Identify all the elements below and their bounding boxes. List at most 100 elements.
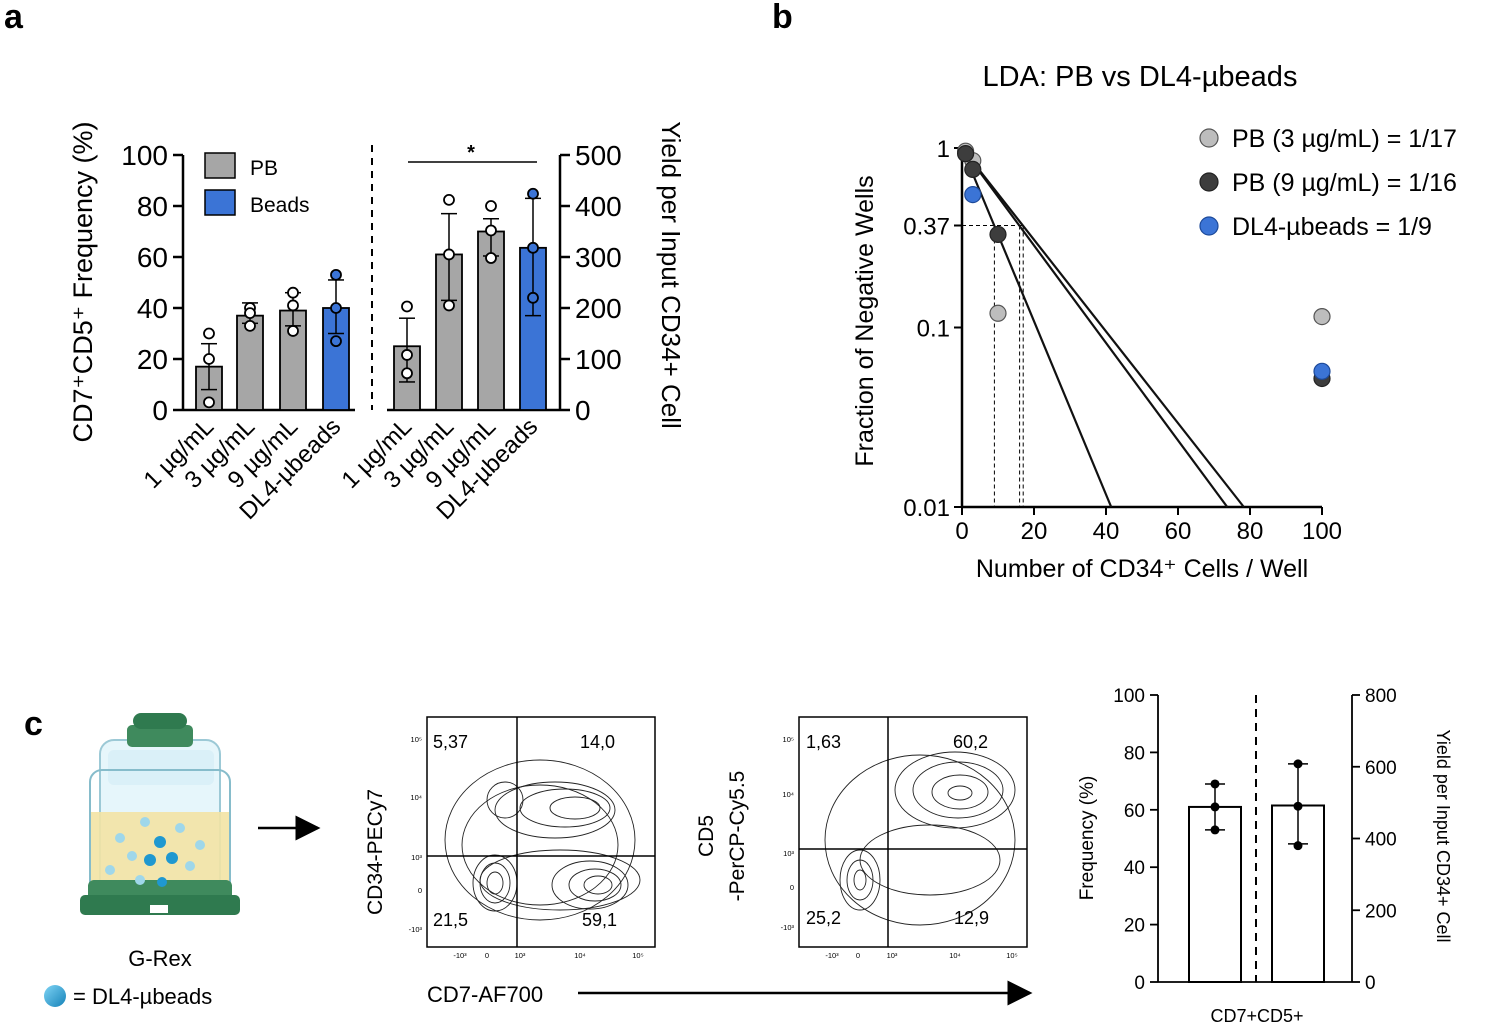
a-left-ytick-label: 40 bbox=[137, 293, 168, 324]
a-right-ytick-label: 500 bbox=[575, 140, 622, 171]
b-fit-line bbox=[961, 147, 1229, 508]
flow-plot-2: 1,63 60,2 25,2 12,9 10⁵ 10⁴ 10³ 0 -10³ -… bbox=[695, 716, 1028, 960]
a-left-y-label: CD7⁺CD5⁺ Frequency (%) bbox=[68, 121, 98, 442]
a-right-point bbox=[485, 200, 497, 212]
b-fit-line bbox=[960, 147, 1113, 508]
grex-bottle-icon bbox=[80, 713, 240, 915]
b-ytick-label: 0.1 bbox=[917, 316, 950, 343]
a-left-point bbox=[244, 307, 256, 320]
c-left-point bbox=[1210, 802, 1220, 812]
b-x-label: Number of CD34⁺ Cells / Well bbox=[976, 555, 1308, 583]
flow2-xtick-1e5: 10⁵ bbox=[1006, 951, 1017, 960]
a-right-ytick-label: 200 bbox=[575, 293, 622, 324]
flow1-q-lr: 59,1 bbox=[582, 910, 617, 930]
a-right-point bbox=[443, 299, 455, 312]
b-title: LDA: PB vs DL4-µbeads bbox=[983, 61, 1298, 93]
b-data-point bbox=[1313, 308, 1331, 326]
panel-c: c G-Rex = DL4-µbeads bbox=[24, 686, 1453, 1026]
b-xtick-label: 40 bbox=[1093, 518, 1120, 545]
a-right-point bbox=[485, 224, 497, 237]
b-ytick-label: 1 bbox=[937, 136, 950, 163]
b-xtick-label: 20 bbox=[1021, 518, 1048, 545]
b-legend-pb3-label: PB (3 µg/mL) = 1/17 bbox=[1232, 125, 1457, 153]
b-legend-pb9-label: PB (9 µg/mL) = 1/16 bbox=[1232, 169, 1457, 197]
c-left-ytick-label: 20 bbox=[1124, 916, 1145, 937]
b-data-point bbox=[989, 304, 1007, 322]
a-right-y-label: Yield per Input CD34+ Cell bbox=[656, 121, 686, 429]
flow2-xtick-1e3: 10³ bbox=[887, 951, 898, 960]
a-left-point bbox=[330, 268, 342, 281]
a-left-ytick-label: 20 bbox=[137, 344, 168, 375]
b-data-point bbox=[964, 160, 982, 178]
a-left-ticks: 0 20 40 60 80 100 bbox=[121, 140, 183, 426]
flow1-xtick-1e5: 10⁵ bbox=[632, 951, 643, 960]
a-left-point bbox=[203, 327, 215, 340]
flow2-ytick-1e5: 10⁵ bbox=[783, 735, 794, 744]
flow2-y-label-1: CD5 bbox=[695, 815, 718, 857]
b-legend-pb9-marker bbox=[1199, 172, 1219, 192]
flow1-q-ll: 21,5 bbox=[433, 910, 468, 930]
a-bars bbox=[195, 187, 547, 411]
flow2-q-ul: 1,63 bbox=[806, 732, 841, 752]
flow1-ytick-1e5: 10⁵ bbox=[411, 735, 422, 744]
flow2-q-lr: 12,9 bbox=[954, 908, 989, 928]
c-left-y-label: Frequency (%) bbox=[1077, 776, 1098, 901]
b-data-point bbox=[964, 186, 982, 204]
a-left-ytick-label: 0 bbox=[152, 395, 168, 426]
flow2-q-ll: 25,2 bbox=[806, 908, 841, 928]
flow1-xtick-0: 0 bbox=[485, 951, 489, 960]
a-right-point bbox=[527, 187, 539, 200]
c-left-ytick-label: 60 bbox=[1124, 801, 1145, 822]
b-ytick-label: 0.01 bbox=[903, 495, 950, 522]
c-right-point bbox=[1293, 801, 1303, 811]
a-left-ytick-label: 60 bbox=[137, 242, 168, 273]
flow1-ytick-1e3: 10³ bbox=[411, 853, 422, 862]
a-left-point bbox=[203, 396, 215, 409]
c-right-ytick-label: 400 bbox=[1365, 830, 1397, 851]
c-right-point bbox=[1293, 841, 1303, 851]
a-left-point bbox=[330, 335, 342, 348]
a-right-point bbox=[401, 349, 413, 361]
a-right-point bbox=[401, 367, 413, 380]
b-ref-tick-label: 0.37 bbox=[903, 214, 950, 241]
flow2-ytick-1e4: 10⁴ bbox=[782, 790, 794, 799]
a-right-ytick-label: 100 bbox=[575, 344, 622, 375]
flow2-ytick-0: 0 bbox=[790, 883, 794, 892]
a-right-point bbox=[401, 300, 413, 313]
c-right-ytick-label: 600 bbox=[1365, 758, 1397, 779]
c-right-ytick-label: 0 bbox=[1365, 973, 1376, 994]
c-left-point bbox=[1210, 825, 1220, 835]
a-right-ytick-label: 400 bbox=[575, 191, 622, 222]
c-right-y-label: Yield per Input CD34+ Cell bbox=[1433, 730, 1453, 943]
panel-b-label: b bbox=[772, 0, 793, 36]
b-ticks: 0 20 40 60 80 100 0.01 0.1 1 0.37 bbox=[903, 136, 1342, 545]
flow2-x-ticks: -10³ 0 10³ 10⁴ 10⁵ bbox=[825, 951, 1017, 960]
b-xtick-label: 100 bbox=[1302, 518, 1342, 545]
c-bars bbox=[1188, 759, 1325, 983]
a-left-point bbox=[203, 353, 215, 365]
c-left-ytick-label: 100 bbox=[1113, 686, 1145, 707]
flow1-ytick-0: 0 bbox=[418, 886, 422, 895]
a-left-point bbox=[330, 302, 342, 314]
a-left-ytick-label: 100 bbox=[121, 140, 168, 171]
flow1-ytick-m1e3: -10³ bbox=[409, 925, 423, 934]
a-right-point bbox=[443, 248, 455, 261]
a-left-point bbox=[287, 286, 299, 299]
a-right-point bbox=[527, 241, 539, 254]
legend-beads-label: Beads bbox=[250, 194, 310, 217]
panel-c-label: c bbox=[24, 705, 43, 743]
bead-legend-label: = DL4-µbeads bbox=[73, 984, 212, 1009]
a-right-ytick-label: 300 bbox=[575, 242, 622, 273]
flow2-ytick-1e3: 10³ bbox=[783, 849, 794, 858]
flow1-y-ticks: 10⁵ 10⁴ 10³ 0 -10³ bbox=[409, 735, 423, 934]
flow2-y-ticks: 10⁵ 10⁴ 10³ 0 -10³ bbox=[781, 735, 795, 932]
a-right-point bbox=[443, 193, 455, 206]
a-right-ytick-label: 0 bbox=[575, 395, 591, 426]
a-right-ticks: 0 100 200 300 400 500 bbox=[560, 140, 622, 426]
a-left-point bbox=[244, 319, 256, 332]
b-xtick-label: 80 bbox=[1237, 518, 1264, 545]
legend-pb-label: PB bbox=[250, 157, 278, 180]
